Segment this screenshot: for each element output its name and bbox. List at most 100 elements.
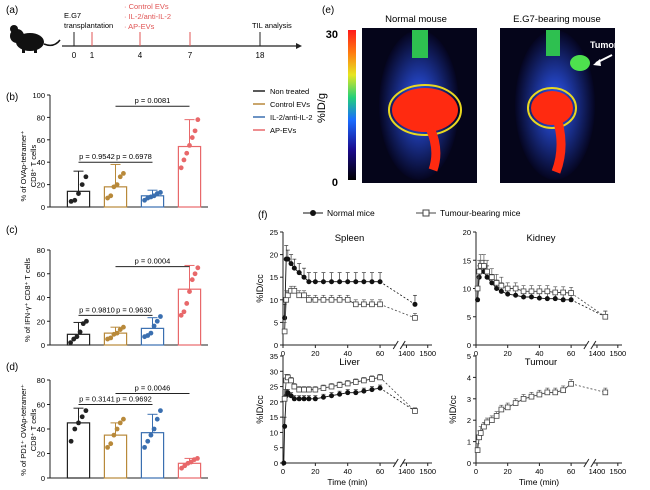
data-point (108, 335, 114, 341)
x-axis-label: Time (min) (519, 477, 559, 487)
data-point (189, 277, 195, 283)
data-point (481, 263, 487, 269)
data-point (184, 150, 190, 156)
data-point (285, 390, 291, 396)
imaging-panel: 30 0 %ID/g Normal mouse E.G7-bearing mou… (316, 14, 618, 189)
panel-label-d: (d) (6, 362, 18, 373)
data-point (329, 279, 335, 285)
axis-break (590, 340, 597, 350)
y-tick-label: 80 (37, 113, 45, 122)
x-tick-label: 1500 (419, 349, 436, 358)
data-point (412, 315, 418, 321)
panel-label-b: (b) (6, 92, 18, 103)
data-point (493, 413, 500, 419)
data-point (484, 419, 490, 426)
y-tick-label: 35 (270, 352, 278, 361)
data-point (377, 279, 383, 285)
data-point (288, 377, 294, 384)
x-tick-label: 1500 (419, 467, 436, 476)
timeline-arrowhead (296, 43, 302, 49)
data-point (336, 382, 343, 388)
x-tick-label: 40 (535, 349, 543, 358)
data-point (560, 387, 566, 394)
data-point (552, 389, 559, 396)
timeline: 0 1 4 7 18 E.G7 transplantation · Contro… (10, 2, 302, 60)
colorbar-max: 30 (326, 29, 338, 41)
data-point (494, 286, 500, 291)
data-point (369, 279, 375, 285)
p-value-label: p = 0.3141 (79, 395, 115, 404)
axis-break (392, 458, 399, 468)
y-tick-label: 5 (274, 444, 278, 453)
data-point (528, 294, 534, 300)
data-point (484, 274, 490, 280)
tumor-spot (570, 55, 590, 71)
x-tick-label: 20 (504, 349, 512, 358)
data-point (493, 280, 500, 286)
line-chart-spleen: 0 5 10 15 20 25 0 20 40 60 1400 1500 Spleen %ID/cc (255, 228, 436, 358)
data-point (361, 377, 367, 384)
y-tick-label: 3 (467, 395, 471, 404)
data-point (521, 294, 527, 300)
data-point (154, 318, 160, 324)
bar-chart-c: % of IFN-γ⁺ CD8⁺ T cells 0 20 40 60 80 p = 0.… (23, 246, 208, 350)
data-point (121, 171, 126, 176)
data-point (117, 174, 123, 180)
data-point (512, 285, 519, 292)
data-point (296, 396, 302, 402)
p-value-label: p = 0.0046 (135, 383, 171, 392)
data-point (148, 432, 154, 438)
data-point (114, 330, 120, 336)
data-point (344, 380, 351, 387)
timeline-day: 1 (90, 51, 95, 60)
y-tick-label: 1 (467, 438, 471, 447)
data-point (281, 395, 288, 402)
curve-legend: Normal mice Tumour-bearing mice (303, 208, 521, 218)
ylabel: % of OVAp-tetramer⁺ (19, 131, 28, 202)
p-value-label: p = 0.9692 (116, 395, 152, 404)
x-tick-label: 1400 (589, 467, 606, 476)
x-tick-label: 20 (504, 467, 512, 476)
series-line-break (379, 281, 416, 305)
p-value-label: p = 0.0004 (135, 257, 171, 266)
data-point (79, 182, 85, 188)
data-point (602, 313, 609, 320)
axis-break (392, 340, 399, 350)
timeline-start-label: E.G7 (64, 11, 81, 20)
y-axis-label: %ID/cc (448, 395, 458, 424)
data-point (154, 416, 160, 422)
p-value-label: p = 0.9630 (116, 305, 152, 314)
data-point (282, 315, 288, 321)
image-title-right: E.G7-bearing mouse (513, 14, 601, 25)
tumor-arrowhead (593, 59, 601, 66)
y-tick-label: 20 (270, 251, 278, 260)
x-tick-label: 1400 (398, 349, 415, 358)
panel-label-e: (e) (322, 5, 334, 16)
data-point (105, 444, 110, 450)
series-line-break (571, 383, 606, 393)
data-point (114, 182, 120, 188)
data-point (121, 416, 126, 422)
colorbar (348, 30, 356, 180)
data-point (79, 414, 85, 420)
chart-title: Liver (339, 357, 360, 368)
bar (103, 434, 128, 479)
chart-title: Spleen (335, 233, 365, 244)
data-point (344, 296, 351, 303)
data-point (83, 408, 89, 414)
data-point (345, 390, 351, 396)
data-point (76, 191, 81, 196)
timeline-day: 0 (72, 51, 77, 60)
normal-mouse-image (362, 28, 477, 183)
data-point (412, 408, 418, 414)
bar (177, 462, 202, 479)
x-tick-label: 1400 (398, 467, 415, 476)
y-tick-label: 10 (270, 296, 278, 305)
y-axis-label: %ID/cc (255, 395, 265, 424)
data-point (296, 292, 302, 299)
data-point (369, 301, 375, 308)
data-point (306, 296, 312, 303)
legend-label: Control EVs (270, 100, 310, 109)
bar (177, 145, 202, 208)
timeline-end-label: TIL analysis (252, 21, 292, 30)
